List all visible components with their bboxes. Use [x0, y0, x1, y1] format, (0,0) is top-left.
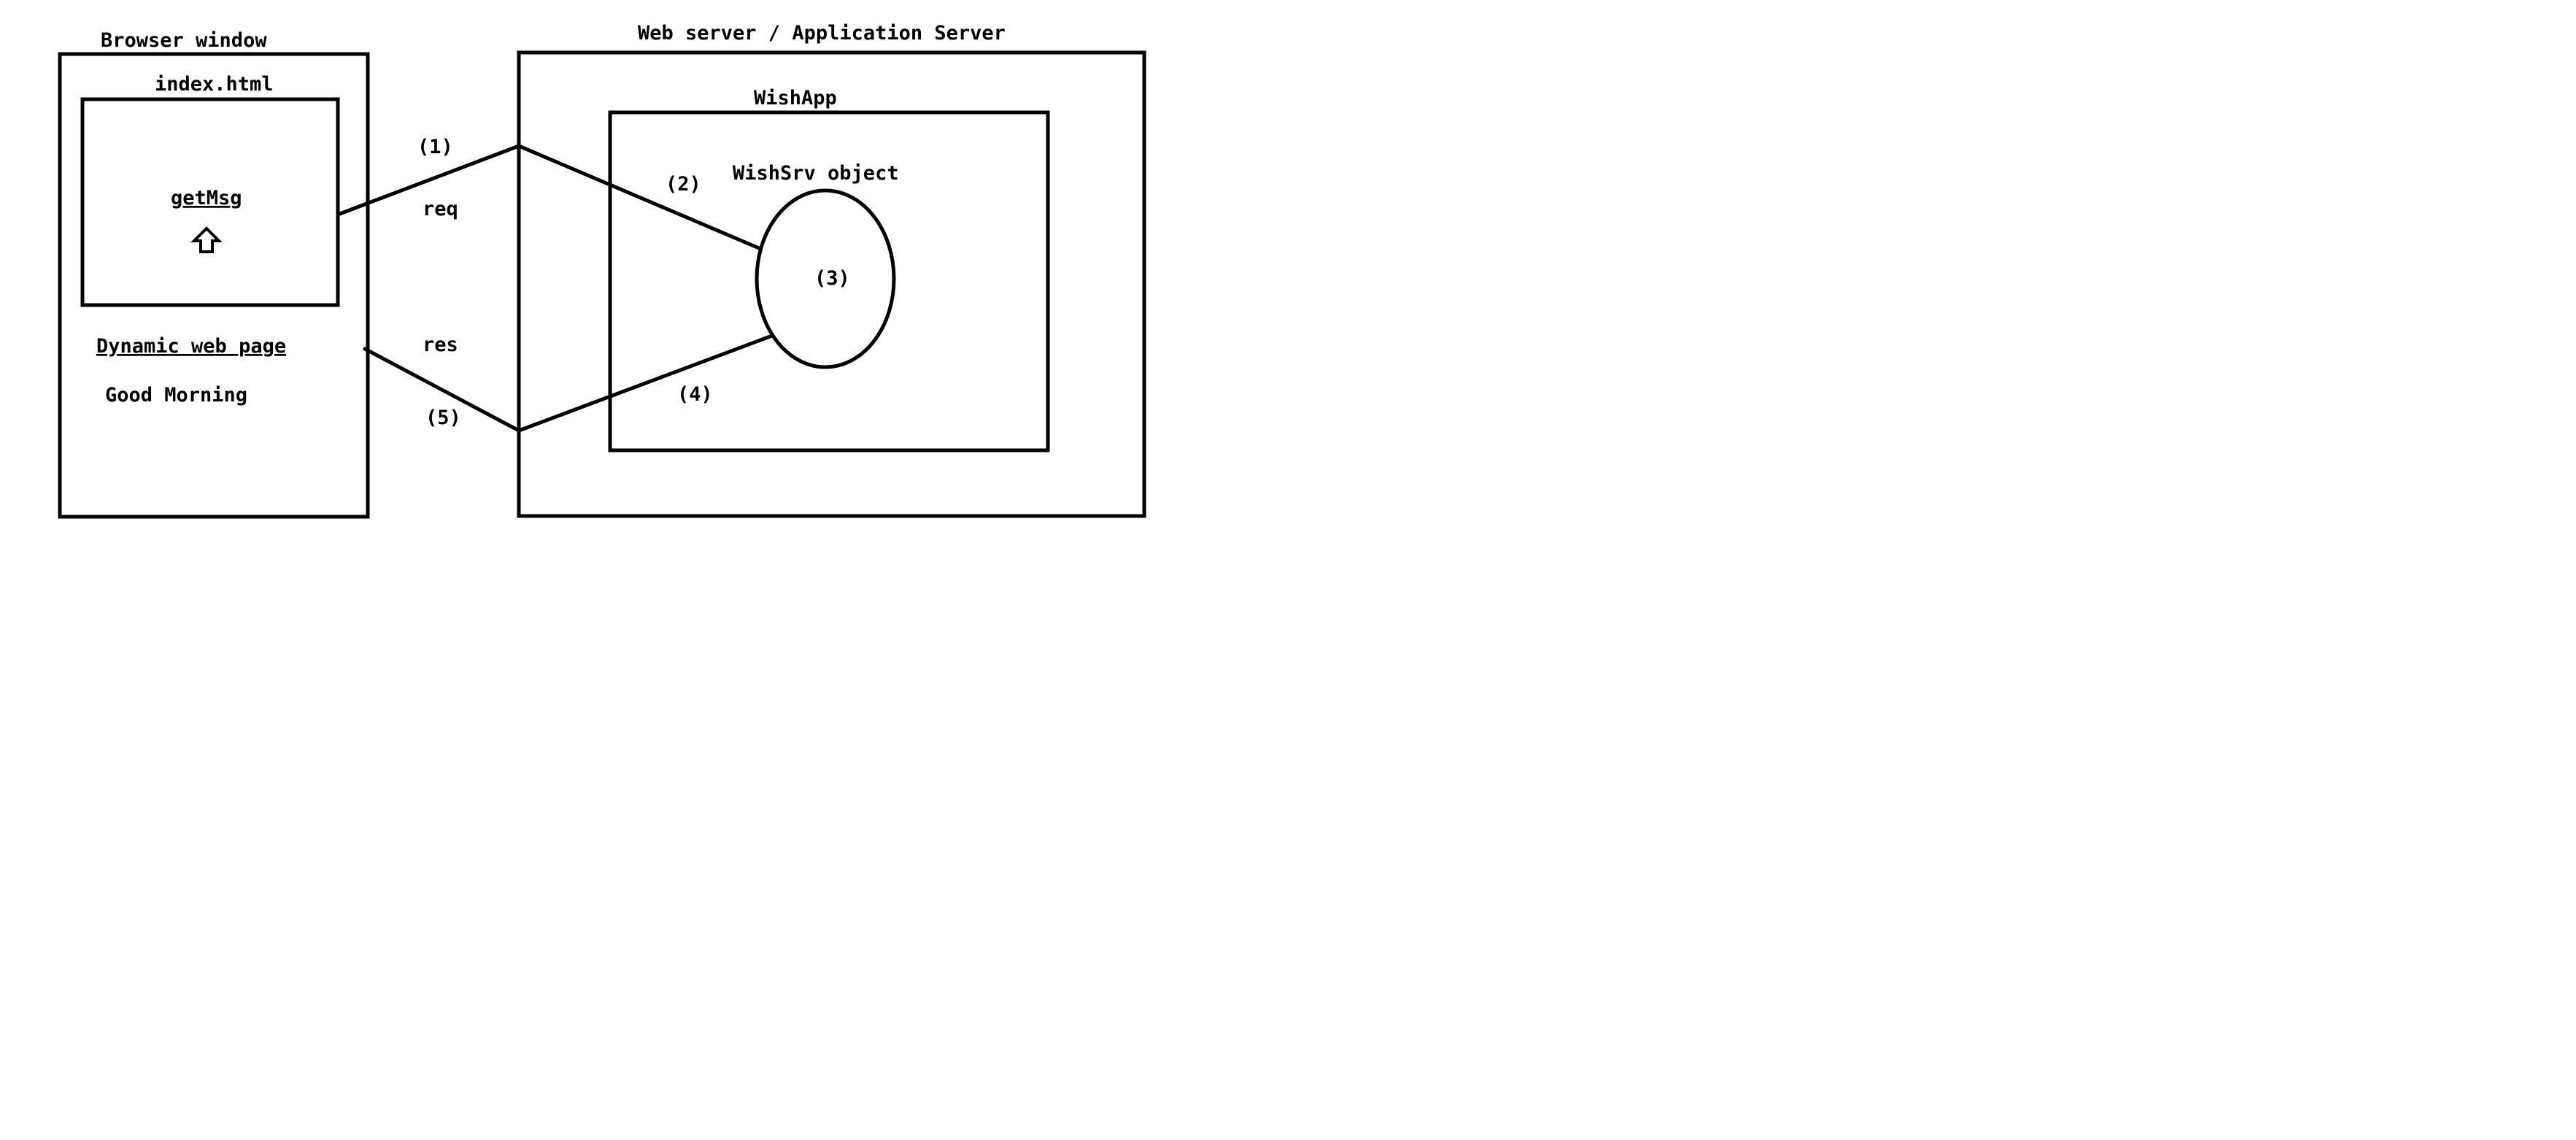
req-label: req	[423, 198, 458, 220]
wishsrv-object-label: WishSrv object	[733, 162, 899, 185]
index-html-label: index.html	[155, 73, 274, 96]
web-server-title: Web server / Application Server	[638, 22, 1006, 45]
wishapp-label: WishApp	[754, 87, 837, 109]
step-4-label: (4)	[677, 383, 713, 406]
getmsg-link[interactable]: getMsg	[171, 187, 242, 209]
step-2-label: (2)	[666, 173, 701, 196]
browser-window-box	[58, 52, 370, 519]
index-html-box	[80, 97, 340, 307]
web-server-box	[517, 50, 1146, 518]
step-3-label: (3)	[814, 267, 850, 290]
step-1-label: (1)	[417, 136, 453, 158]
up-arrow-icon	[190, 226, 223, 253]
wishapp-box	[608, 110, 1050, 452]
response-line	[363, 334, 774, 433]
browser-window-title: Browser window	[101, 29, 267, 52]
wishsrv-object-circle	[755, 188, 896, 369]
dynamic-web-page-label: Dynamic web page	[96, 335, 286, 358]
good-morning-text: Good Morning	[105, 384, 247, 407]
res-label: res	[423, 334, 458, 356]
step-5-label: (5)	[425, 407, 461, 429]
request-line	[336, 144, 761, 250]
